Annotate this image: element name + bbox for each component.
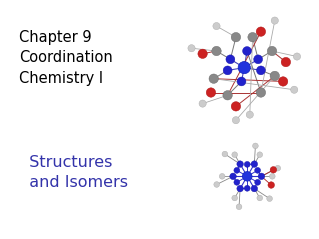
Circle shape: [255, 179, 261, 185]
Circle shape: [237, 185, 243, 192]
Circle shape: [230, 173, 236, 179]
Circle shape: [271, 17, 278, 24]
Circle shape: [234, 179, 240, 185]
Circle shape: [257, 152, 263, 158]
Circle shape: [242, 47, 251, 55]
Circle shape: [232, 195, 238, 201]
Circle shape: [281, 57, 291, 67]
Circle shape: [293, 53, 300, 60]
Circle shape: [231, 102, 241, 111]
Text: Structures
  and Isomers: Structures and Isomers: [19, 155, 128, 190]
Circle shape: [244, 185, 250, 191]
Circle shape: [226, 55, 235, 64]
Circle shape: [268, 182, 274, 188]
Circle shape: [209, 74, 219, 83]
Circle shape: [199, 100, 206, 107]
Circle shape: [255, 167, 261, 173]
Circle shape: [232, 117, 240, 124]
Circle shape: [291, 86, 298, 93]
Circle shape: [246, 111, 253, 118]
Circle shape: [213, 22, 220, 30]
Text: Chapter 9
Coordination
Chemistry I: Chapter 9 Coordination Chemistry I: [19, 30, 113, 86]
Circle shape: [267, 196, 272, 201]
Circle shape: [222, 151, 228, 157]
Circle shape: [258, 173, 265, 179]
Circle shape: [256, 66, 265, 75]
Circle shape: [270, 71, 279, 81]
Circle shape: [244, 161, 250, 167]
Circle shape: [251, 185, 257, 192]
Circle shape: [275, 165, 281, 171]
Circle shape: [257, 195, 263, 201]
Circle shape: [212, 46, 221, 56]
Circle shape: [214, 182, 219, 187]
Circle shape: [223, 91, 232, 100]
Circle shape: [238, 61, 250, 74]
Circle shape: [234, 167, 240, 173]
Circle shape: [278, 77, 288, 86]
Circle shape: [232, 152, 238, 158]
Circle shape: [237, 77, 246, 86]
Circle shape: [219, 174, 225, 179]
Circle shape: [251, 161, 257, 167]
Circle shape: [198, 49, 207, 59]
Circle shape: [256, 27, 266, 36]
Circle shape: [237, 161, 243, 167]
Circle shape: [253, 143, 258, 149]
Circle shape: [206, 88, 216, 97]
Circle shape: [242, 172, 252, 181]
Circle shape: [248, 33, 257, 42]
Circle shape: [223, 66, 232, 75]
Circle shape: [267, 46, 277, 56]
Circle shape: [254, 55, 263, 64]
Circle shape: [231, 33, 241, 42]
Circle shape: [270, 167, 277, 173]
Circle shape: [270, 174, 275, 179]
Circle shape: [236, 204, 242, 210]
Circle shape: [256, 88, 266, 97]
Circle shape: [188, 45, 195, 52]
